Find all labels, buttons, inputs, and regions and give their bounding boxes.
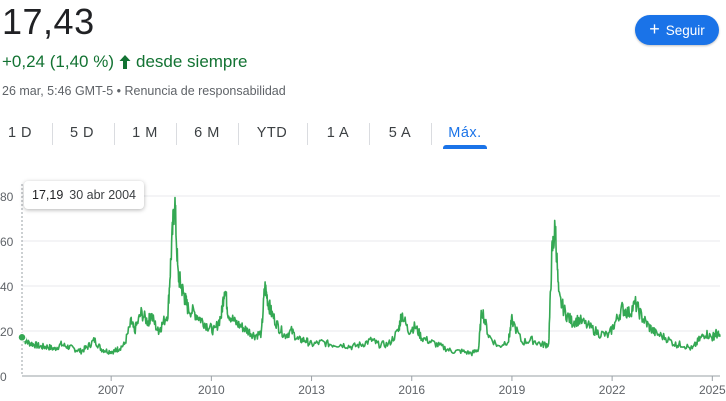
change-value: +0,24 (1,40 %)	[2, 52, 114, 71]
timestamp-disclaimer: 26 mar, 5:46 GMT-5 • Renuncia de respons…	[2, 84, 286, 98]
arrow-up-icon	[118, 54, 132, 70]
x-tick-label: 2010	[198, 383, 225, 397]
range-tabs: 1 D 5 D 1 M 6 M YTD 1 A 5 A Máx.	[0, 118, 726, 150]
tab-5a[interactable]: 5 A	[388, 125, 412, 141]
x-tick-label: 2007	[98, 383, 125, 397]
tab-1a[interactable]: 1 A	[326, 125, 350, 141]
series-line	[21, 196, 721, 357]
plus-icon: +	[649, 19, 660, 39]
tab-divider	[369, 123, 370, 145]
tab-divider	[307, 123, 308, 145]
follow-label: Seguir	[665, 22, 705, 38]
y-tick-label: 40	[0, 280, 14, 294]
x-tick-label: 2016	[398, 383, 425, 397]
tooltip-date: 30 abr 2004	[69, 188, 137, 202]
hover-point	[17, 332, 27, 343]
tab-divider	[238, 123, 239, 145]
tab-5d[interactable]: 5 D	[69, 125, 95, 141]
x-tick-label: 2019	[499, 383, 526, 397]
tab-6m[interactable]: 6 M	[194, 125, 220, 141]
tab-divider	[176, 123, 177, 145]
tooltip-value: 17,19	[32, 188, 64, 202]
chart-tooltip: 17,19 30 abr 2004	[24, 181, 145, 209]
tab-divider	[431, 123, 432, 145]
price-change: +0,24 (1,40 %) desde siempre	[2, 51, 248, 73]
follow-button[interactable]: + Seguir	[635, 15, 719, 45]
y-tick-label: 20	[0, 325, 14, 339]
x-tick-label: 2013	[298, 383, 325, 397]
tab-max[interactable]: Máx.	[448, 125, 482, 141]
y-tick-label: 80	[0, 190, 14, 204]
tab-ytd[interactable]: YTD	[256, 125, 288, 141]
y-tick-label: 0	[0, 370, 7, 384]
current-price: 17,43	[2, 1, 95, 42]
x-tick-label: 2025	[699, 383, 726, 397]
price-chart[interactable]: 0 20 40 60 80 2007 2010 2013 2016 2019 2022 2025	[0, 178, 726, 401]
tab-divider	[52, 123, 53, 145]
x-tick-label: 2022	[599, 383, 626, 397]
change-period: desde siempre	[136, 52, 248, 71]
tab-1d[interactable]: 1 D	[7, 125, 33, 141]
tab-1m[interactable]: 1 M	[132, 125, 158, 141]
y-tick-label: 60	[0, 235, 14, 249]
active-tab-indicator	[443, 145, 487, 149]
tab-divider	[114, 123, 115, 145]
